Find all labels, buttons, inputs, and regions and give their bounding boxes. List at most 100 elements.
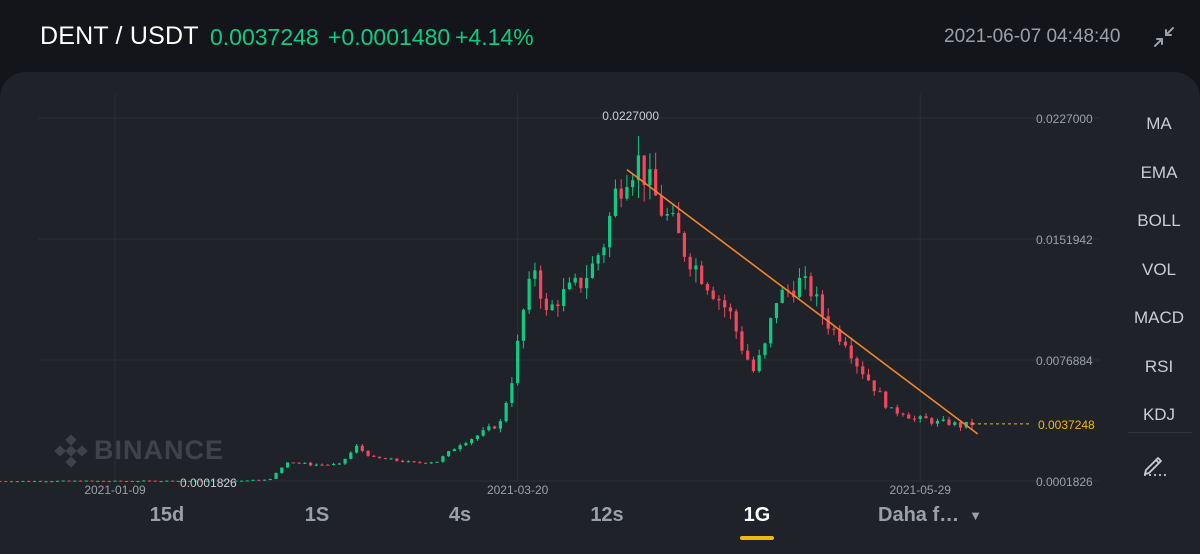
candle-body bbox=[113, 480, 117, 482]
candle-body bbox=[562, 289, 566, 306]
candle-body bbox=[510, 383, 514, 404]
candle-body bbox=[389, 458, 393, 460]
candle-body bbox=[84, 480, 88, 482]
indicator-macd[interactable]: MACD bbox=[1133, 308, 1185, 327]
indicator-ema[interactable]: EMA bbox=[1140, 162, 1178, 182]
candle-body bbox=[124, 481, 129, 483]
candle-body bbox=[556, 304, 560, 306]
candle-body bbox=[751, 359, 756, 372]
candle-body bbox=[239, 480, 244, 482]
candle-body bbox=[170, 480, 175, 482]
candle-body bbox=[412, 461, 416, 463]
candle-body bbox=[694, 265, 698, 270]
candle-body bbox=[90, 480, 94, 482]
candle-body bbox=[297, 462, 301, 464]
timeframe-6[interactable]: Daha f… ▼ bbox=[878, 504, 982, 527]
candle-body bbox=[447, 451, 451, 457]
candle-body bbox=[285, 462, 290, 468]
candle-body bbox=[228, 480, 232, 482]
candle-body bbox=[539, 270, 543, 299]
candle-body bbox=[222, 480, 226, 482]
candle-body bbox=[608, 215, 612, 248]
candle-body bbox=[573, 277, 577, 283]
candle-body bbox=[205, 480, 209, 482]
candle-body bbox=[947, 419, 951, 425]
low-marker-label: 0.0001826 bbox=[180, 476, 237, 490]
candle-body bbox=[153, 480, 157, 482]
candle-body bbox=[797, 277, 802, 298]
candle-body bbox=[73, 480, 77, 482]
indicator-boll[interactable]: BOLL bbox=[1137, 211, 1181, 230]
trading-pair: DENT / USDT bbox=[40, 22, 199, 50]
candle-body bbox=[907, 414, 911, 419]
timeframe-2[interactable]: 1S bbox=[305, 504, 329, 527]
collapse-arrows-icon[interactable] bbox=[1152, 25, 1176, 49]
watermark-text: BINANCE bbox=[94, 435, 225, 465]
candle-body bbox=[728, 307, 733, 312]
candle-body bbox=[188, 480, 192, 482]
candle-body bbox=[406, 461, 410, 463]
binance-logo-icon bbox=[54, 434, 88, 468]
x-tick-label: 2021-01-09 bbox=[84, 483, 146, 497]
candle-body bbox=[354, 445, 359, 453]
candle-body bbox=[866, 374, 871, 381]
candle-body bbox=[199, 480, 203, 482]
candle-body bbox=[401, 460, 405, 463]
candle-body bbox=[458, 445, 462, 450]
candle-body bbox=[211, 480, 215, 482]
candle-body bbox=[521, 309, 525, 341]
candle-body bbox=[452, 449, 456, 452]
candle-body bbox=[682, 233, 687, 257]
trendline bbox=[626, 168, 979, 435]
candle-body bbox=[268, 478, 272, 480]
candle-body bbox=[21, 480, 25, 482]
candle-body bbox=[182, 480, 186, 482]
candle-body bbox=[803, 276, 807, 278]
candle-body bbox=[257, 479, 261, 481]
timeframe-label: 1S bbox=[304, 504, 330, 526]
candle-body bbox=[705, 284, 710, 291]
candle-body bbox=[481, 430, 485, 436]
indicator-vol[interactable]: VOL bbox=[1141, 259, 1177, 279]
candle-body bbox=[50, 481, 54, 483]
candle-body bbox=[349, 452, 353, 459]
x-tick-label: 2021-05-29 bbox=[890, 483, 952, 497]
candle-body bbox=[872, 380, 876, 392]
indicator-kdj[interactable]: KDJ bbox=[1142, 405, 1176, 424]
candle-body bbox=[159, 481, 163, 483]
indicator-divider bbox=[1128, 432, 1192, 433]
timeframe-4[interactable]: 12s bbox=[590, 504, 623, 527]
candle-body bbox=[544, 298, 548, 311]
timeframe-5[interactable]: 1G bbox=[744, 504, 771, 527]
y-tick-label: 0.0001826 bbox=[1036, 475, 1093, 489]
candle-body bbox=[734, 311, 738, 332]
indicator-ma[interactable]: MA bbox=[1146, 114, 1172, 133]
candle-body bbox=[487, 426, 491, 431]
pencil-draw-icon[interactable] bbox=[1140, 448, 1170, 478]
candle-body bbox=[32, 480, 37, 482]
candle-body bbox=[590, 263, 595, 278]
timeframe-bar: 15d 1S 4s 12s 1G Daha f… ▼ bbox=[0, 504, 1120, 544]
candle-body bbox=[9, 481, 14, 483]
timeframe-label: Daha f… bbox=[878, 504, 960, 526]
timeframe-label: 15d bbox=[149, 504, 185, 526]
timeframe-3[interactable]: 4s bbox=[449, 504, 471, 527]
candle-body bbox=[636, 155, 641, 181]
timeframe-1[interactable]: 15d bbox=[150, 504, 184, 527]
timeframe-label: 12s bbox=[590, 504, 624, 526]
candle-body bbox=[193, 480, 198, 482]
candle-body bbox=[861, 366, 865, 375]
candle-body bbox=[780, 289, 784, 304]
indicator-rsi[interactable]: RSI bbox=[1144, 356, 1174, 376]
candle-body bbox=[613, 188, 618, 216]
candle-body bbox=[815, 294, 819, 297]
candle-body bbox=[596, 255, 600, 264]
candle-body bbox=[895, 407, 899, 414]
candle-body bbox=[435, 461, 439, 463]
candle-body bbox=[953, 422, 957, 425]
candle-body bbox=[331, 463, 336, 465]
candle-body bbox=[884, 391, 888, 408]
candle-body bbox=[27, 480, 31, 482]
candle-body bbox=[38, 480, 42, 482]
